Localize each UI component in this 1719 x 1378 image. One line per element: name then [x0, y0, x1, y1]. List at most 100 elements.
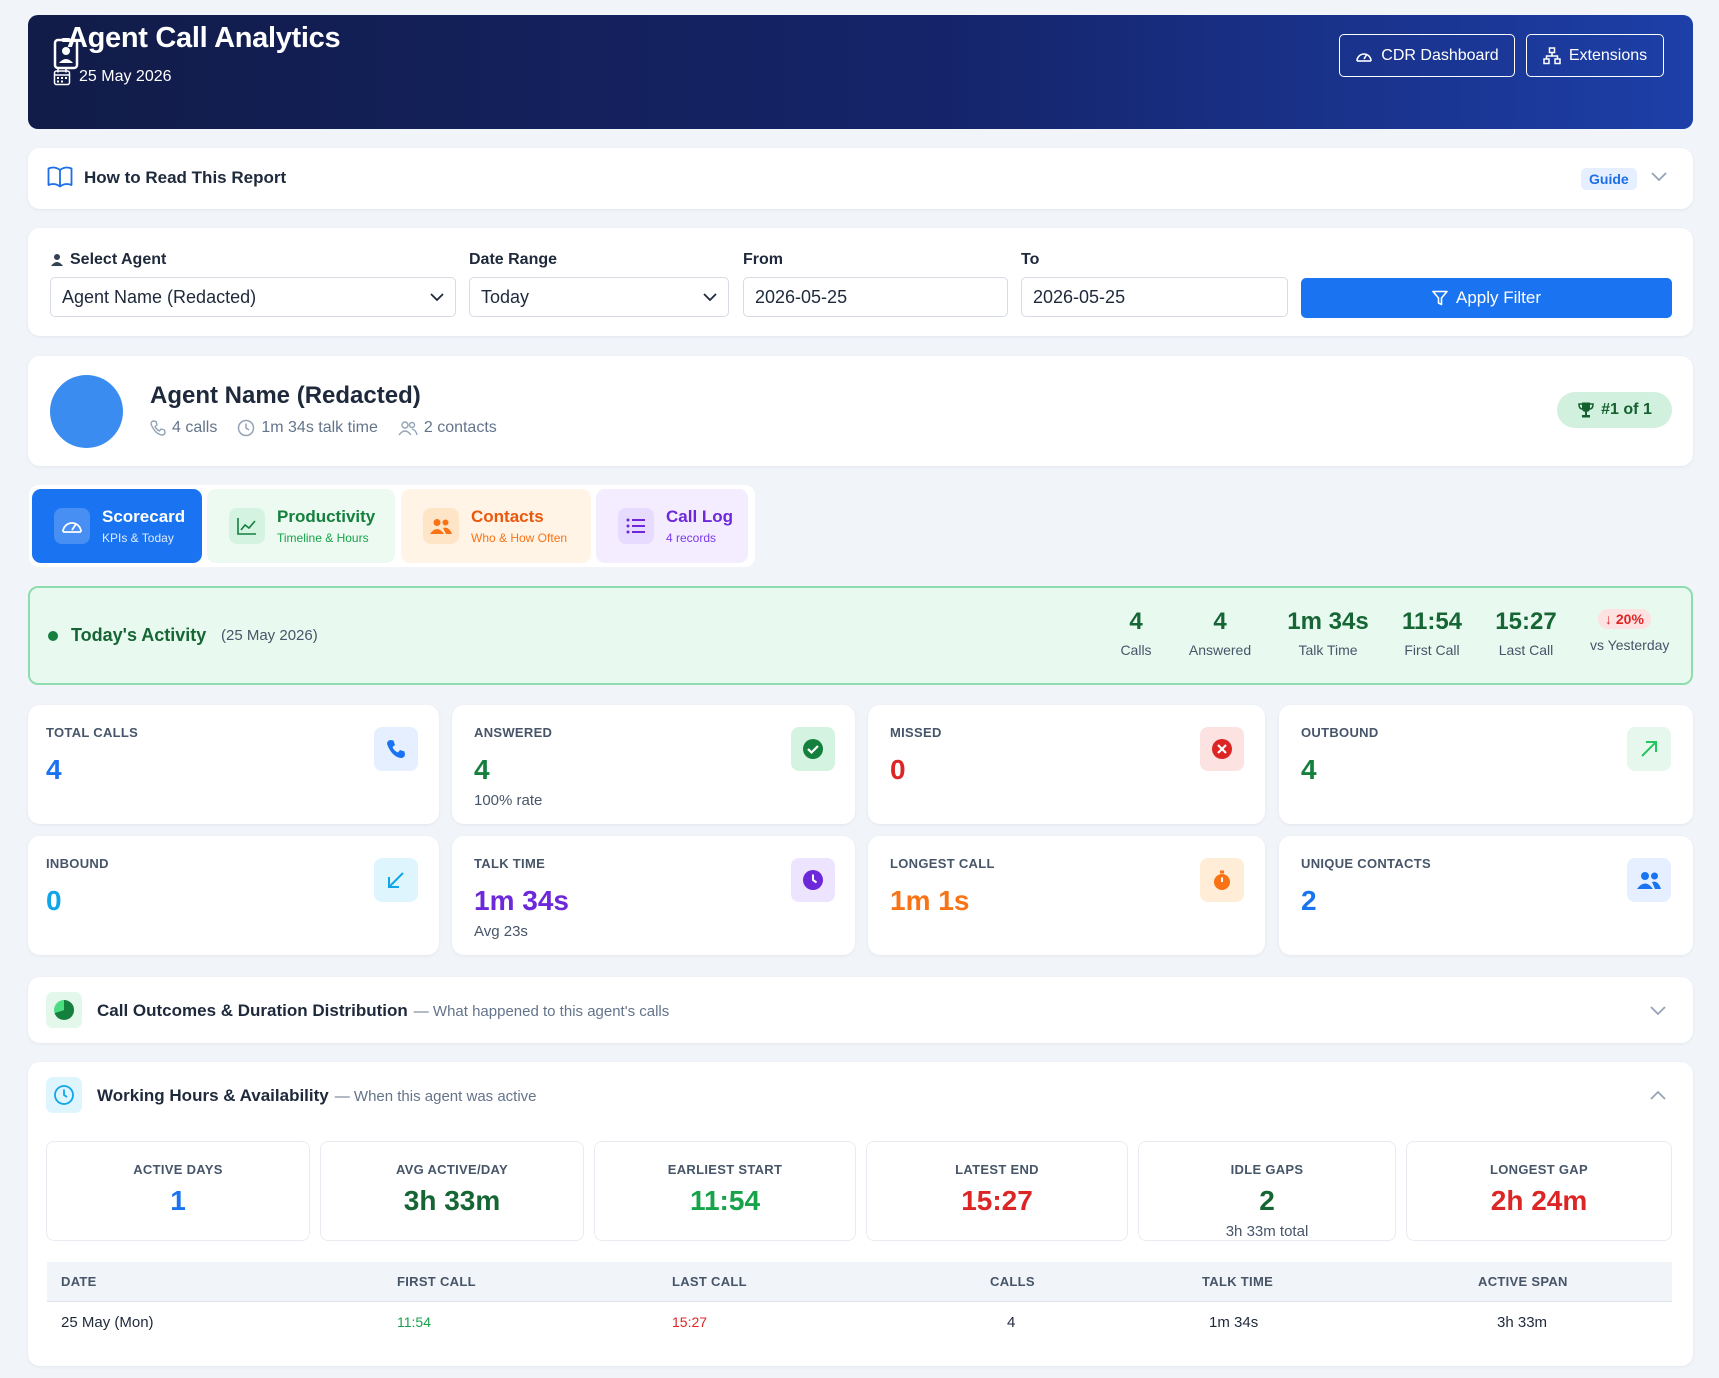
agent-meta: 4 calls 1m 34s talk time 2 contacts [150, 419, 497, 437]
kpi-value: 4 [46, 754, 62, 785]
agent-select[interactable]: Agent Name (Redacted) [50, 277, 456, 317]
kpi-value: 4 [1301, 754, 1317, 785]
tab-contacts[interactable]: Contacts Who & How Often [401, 489, 591, 563]
tab-call-log[interactable]: Call Log 4 records [596, 489, 748, 563]
todays-activity-date: (25 May 2026) [221, 627, 318, 644]
today-talk-value: 1m 34s [1287, 608, 1369, 635]
to-date-input[interactable]: 2026-05-25 [1021, 277, 1288, 317]
today-last-value: 15:27 [1495, 608, 1557, 635]
sitemap-icon [1543, 46, 1561, 64]
agent-contacts: 2 contacts [398, 419, 497, 437]
outcomes-subtitle: — What happened to this agent's calls [413, 1003, 670, 1020]
th-first-call: FIRST CALL [397, 1274, 476, 1289]
apply-filter-label: Apply Filter [1455, 288, 1542, 307]
chevron-down-icon[interactable] [1650, 1006, 1666, 1016]
th-talk-time: TALK TIME [1202, 1274, 1274, 1289]
today-stat-answered: 4 Answered [1180, 608, 1260, 658]
book-open-icon [47, 166, 73, 188]
extensions-label: Extensions [1568, 46, 1648, 64]
phone-icon [387, 740, 405, 758]
agent-name: Agent Name (Redacted) [150, 382, 421, 409]
select-agent-label-text: Select Agent [70, 251, 167, 268]
kpi-value: 1m 34s [474, 885, 569, 916]
work-stat-value: 3h 33m [403, 1185, 501, 1216]
chart-line-icon [237, 518, 256, 535]
rank-text: #1 of 1 [1601, 401, 1652, 418]
guide-title: How to Read This Report [84, 168, 287, 187]
tab-productivity-title: Productivity [277, 507, 376, 526]
kpi-icon-box [1200, 858, 1244, 902]
table-row [47, 1302, 1672, 1346]
x-circle-icon [1212, 739, 1232, 759]
outcomes-icon-box [46, 992, 82, 1028]
today-calls-value: 4 [1129, 608, 1143, 635]
td-active-span: 3h 33m [1497, 1314, 1548, 1331]
kpi-label: OUTBOUND [1301, 725, 1379, 740]
td-calls: 4 [1007, 1314, 1016, 1331]
header-date-text: 25 May 2026 [79, 68, 172, 85]
check-circle-icon [803, 739, 823, 759]
kpi-label: TALK TIME [474, 856, 546, 871]
td-talk-time: 1m 34s [1209, 1314, 1259, 1331]
work-stat-label: ACTIVE DAYS [133, 1162, 223, 1177]
tab-scorecard-sub: KPIs & Today [102, 531, 174, 545]
work-stat-value: 15:27 [961, 1185, 1033, 1216]
agent-contacts-text: 2 contacts [423, 419, 497, 436]
td-last-call: 15:27 [672, 1314, 708, 1330]
today-talk-label: Talk Time [1298, 642, 1358, 658]
date-range-label: Date Range [469, 251, 558, 268]
chevron-up-icon[interactable] [1650, 1090, 1666, 1100]
id-badge-icon [53, 38, 79, 70]
users-icon [1637, 872, 1661, 889]
report-guide-bar[interactable] [28, 148, 1693, 209]
tab-productivity[interactable]: Productivity Timeline & Hours [207, 489, 395, 563]
kpi-sub: Avg 23s [474, 923, 528, 940]
agent-summary-card [28, 356, 1693, 466]
chevron-down-icon[interactable] [1651, 172, 1667, 182]
table-header [47, 1262, 1672, 1302]
kpi-label: MISSED [890, 725, 942, 740]
work-stat-value: 2h 24m [1490, 1185, 1588, 1216]
kpi-label: LONGEST CALL [890, 856, 995, 871]
extensions-button[interactable]: Extensions [1526, 34, 1664, 77]
apply-filter-button[interactable]: Apply Filter [1301, 278, 1672, 318]
today-calls-label: Calls [1120, 642, 1152, 658]
tab-scorecard[interactable]: Scorecard KPIs & Today [32, 489, 202, 563]
cdr-dashboard-button[interactable]: CDR Dashboard [1339, 34, 1515, 77]
agent-calls-text: 4 calls [172, 419, 218, 436]
kpi-answered: ANSWERED 4 100% rate [452, 705, 855, 824]
work-stat-idle-gaps: IDLE GAPS 2 3h 33m total [1138, 1141, 1396, 1241]
outcomes-heading: Call Outcomes & Duration Distribution — … [97, 1001, 669, 1021]
th-last-call: LAST CALL [672, 1274, 747, 1289]
arrow-down-left-icon [388, 872, 404, 888]
calendar-icon [53, 69, 71, 86]
call-outcomes-section[interactable] [28, 977, 1693, 1043]
to-label: To [1021, 251, 1040, 268]
tab-call-log-title: Call Log [666, 507, 734, 526]
work-stat-label: IDLE GAPS [1230, 1162, 1304, 1177]
working-icon-box [46, 1077, 82, 1113]
work-stat-value: 1 [170, 1185, 186, 1216]
kpi-value: 0 [46, 885, 62, 916]
tab-scorecard-title: Scorecard [102, 507, 186, 526]
today-stat-calls: 4 Calls [1106, 608, 1166, 658]
kpi-missed: MISSED 0 [868, 705, 1265, 824]
date-range-select[interactable]: Today [469, 277, 729, 317]
work-stat-label: EARLIEST START [667, 1162, 783, 1177]
agent-select-value: Agent Name (Redacted) [62, 286, 257, 307]
kpi-icon-box [1627, 858, 1671, 902]
guide-badge: Guide [1581, 168, 1637, 190]
work-stat-label: LONGEST GAP [1490, 1162, 1588, 1177]
kpi-value: 1m 1s [890, 885, 970, 916]
today-stat-talk-time: 1m 34s Talk Time [1278, 608, 1378, 658]
from-label: From [743, 251, 783, 268]
rank-badge: #1 of 1 [1557, 392, 1672, 428]
date-range-value: Today [481, 286, 530, 307]
today-first-label: First Call [1404, 642, 1460, 658]
to-date-value: 2026-05-25 [1033, 286, 1126, 307]
todays-activity-panel [28, 586, 1693, 685]
from-date-input[interactable]: 2026-05-25 [743, 277, 1008, 317]
users-icon [430, 519, 452, 534]
clock-icon [238, 419, 255, 437]
working-subtitle: — When this agent was active [334, 1088, 537, 1105]
